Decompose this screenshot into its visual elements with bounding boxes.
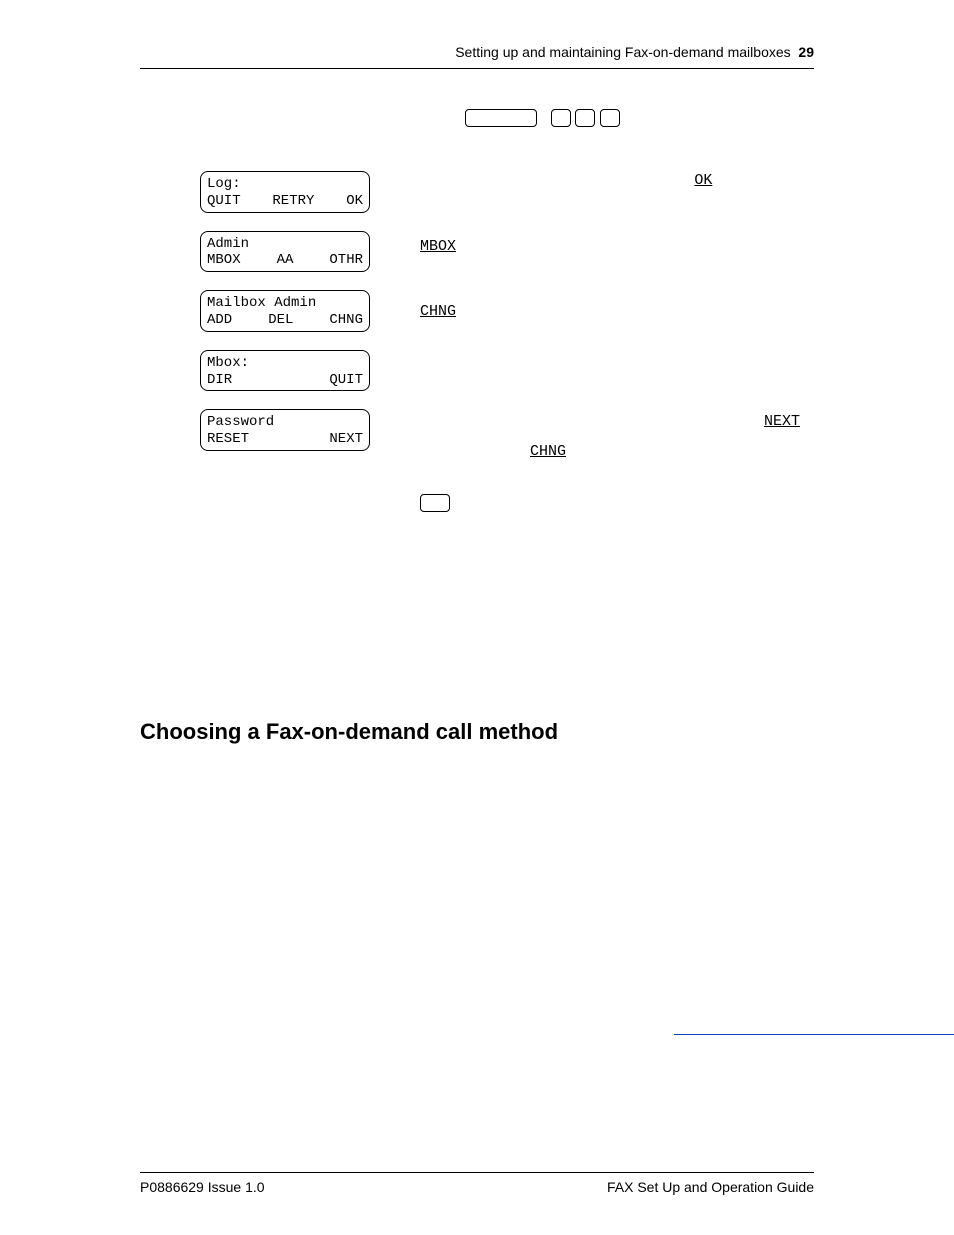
step-4 xyxy=(420,364,810,394)
lcd-admin: Admin MBOX AA OTHR xyxy=(200,231,370,273)
softkey-next: NEXT xyxy=(764,412,800,432)
digit-key-icon xyxy=(600,109,620,127)
rls-key-icon xyxy=(420,494,450,512)
step-3: CHNG xyxy=(420,300,810,322)
page-footer: P0886629 Issue 1.0 FAX Set Up and Operat… xyxy=(140,1172,814,1195)
header-title: Setting up and maintaining Fax-on-demand… xyxy=(455,44,790,60)
lcd-mailbox-admin: Mailbox Admin ADD DEL CHNG xyxy=(200,290,370,332)
step-1: Enter password and press OK xyxy=(420,169,810,191)
lcd-opt: RETRY xyxy=(272,193,314,210)
step-6 xyxy=(420,492,810,514)
softkey-chng-2: CHNG xyxy=(530,442,566,462)
lcd-opt: DIR xyxy=(207,372,232,389)
step-2: MBOX xyxy=(420,235,810,257)
footer-right: FAX Set Up and Operation Guide xyxy=(607,1179,814,1195)
lcd-opt: RESET xyxy=(207,431,249,448)
lcd-opt: MBOX xyxy=(207,252,241,269)
feature-key-icon xyxy=(465,109,537,127)
lcd-opt: ADD xyxy=(207,312,232,329)
lcd-mbox: Mbox: DIR QUIT xyxy=(200,350,370,392)
page-number: 29 xyxy=(798,44,814,60)
lcd-line: Password xyxy=(207,414,274,431)
blue-rule-wrap xyxy=(380,1034,954,1035)
lcd-opt: QUIT xyxy=(329,372,363,389)
lcd-opt: NEXT xyxy=(329,431,363,448)
main-content: Press Enter password and press OK MBOX C… xyxy=(140,109,814,629)
instruction-column: Press Enter password and press OK MBOX C… xyxy=(420,109,810,534)
keypress-row: Press xyxy=(420,109,810,127)
footer-left: P0886629 Issue 1.0 xyxy=(140,1179,265,1195)
lcd-opt: AA xyxy=(277,252,294,269)
section-heading: Choosing a Fax-on-demand call method xyxy=(140,719,814,745)
lcd-line: Mbox: xyxy=(207,355,249,372)
lcd-opt: OTHR xyxy=(329,252,363,269)
digit-key-icon xyxy=(551,109,571,127)
page-header: Setting up and maintaining Fax-on-demand… xyxy=(140,44,814,69)
softkey-chng: CHNG xyxy=(420,303,456,320)
lcd-log: Log: QUIT RETRY OK xyxy=(200,171,370,213)
blue-horizontal-rule xyxy=(674,1034,954,1035)
lcd-line: Admin xyxy=(207,236,249,253)
lcd-column: Log: QUIT RETRY OK Admin MBOX AA OTHR Ma… xyxy=(200,109,370,469)
lcd-opt: OK xyxy=(346,193,363,210)
digit-key-icon xyxy=(575,109,595,127)
lcd-opt: DEL xyxy=(268,312,293,329)
lcd-line: Mailbox Admin xyxy=(207,295,316,312)
lcd-password: Password RESET NEXT xyxy=(200,409,370,451)
softkey-ok: OK xyxy=(694,172,712,189)
step-5: NEXT CHNG xyxy=(420,412,810,462)
lcd-opt: CHNG xyxy=(329,312,363,329)
softkey-mbox: MBOX xyxy=(420,238,456,255)
lcd-line: Log: xyxy=(207,176,241,193)
lcd-opt: QUIT xyxy=(207,193,241,210)
